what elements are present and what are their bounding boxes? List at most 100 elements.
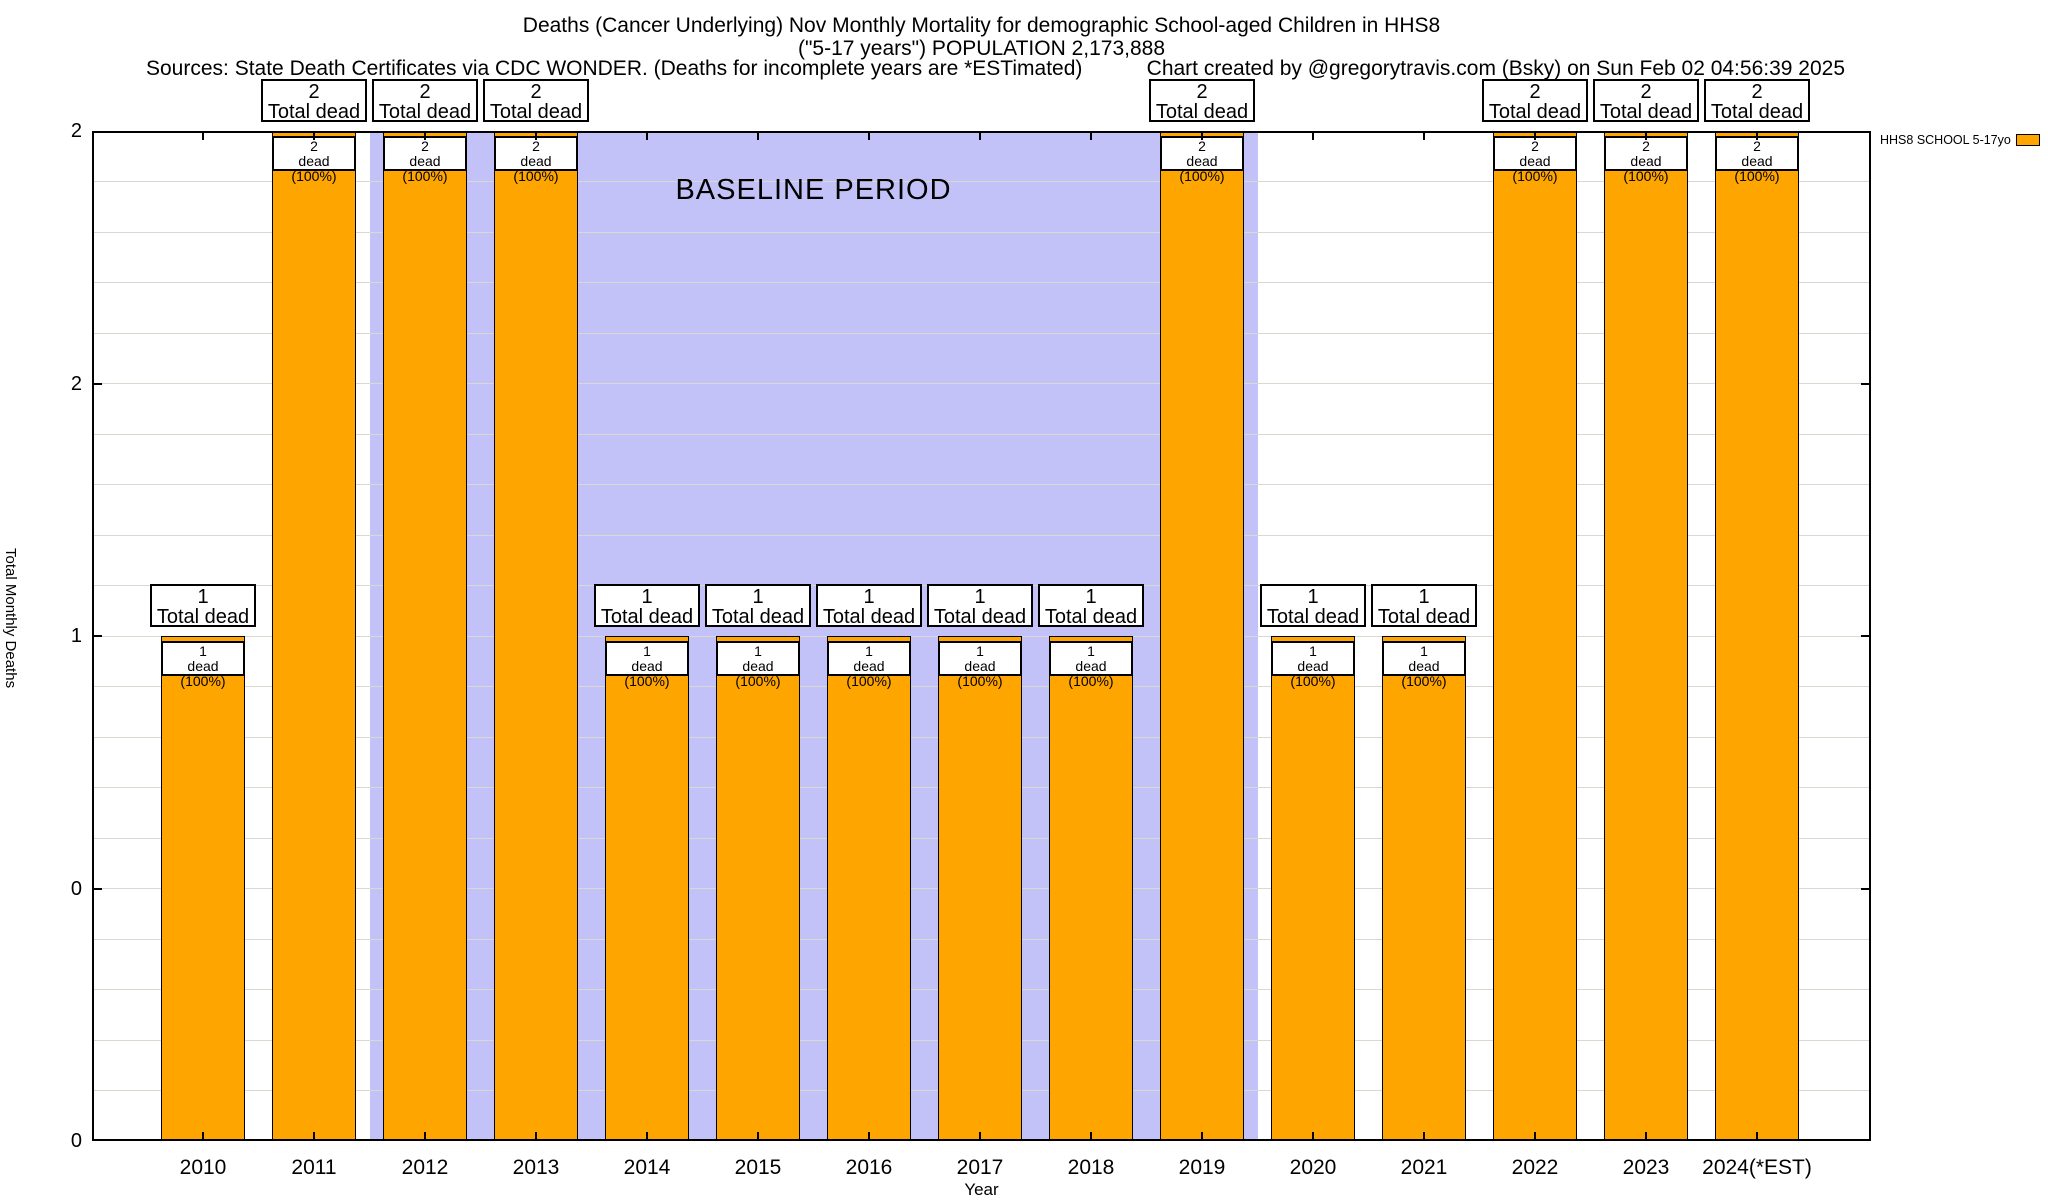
bar-pct-label: 2 dead (100%) — [272, 136, 356, 184]
y-major-tick — [92, 635, 102, 637]
x-tick-label: 2016 — [845, 1156, 893, 1179]
x-tick — [202, 131, 204, 140]
bar-pct-label: 1 dead (100%) — [605, 641, 689, 689]
bar-total-label: 1 Total dead — [1260, 584, 1366, 627]
x-tick-label: 2020 — [1289, 1156, 1337, 1179]
x-tick-label: 2014 — [623, 1156, 671, 1179]
x-tick-label: 2018 — [1067, 1156, 1115, 1179]
sources-note: Sources: State Death Certificates via CD… — [146, 57, 1083, 80]
bar-pct-label: 1 dead (100%) — [827, 641, 911, 689]
legend-color-swatch-icon — [2015, 134, 2040, 146]
chart-title: Deaths (Cancer Underlying) Nov Monthly M… — [522, 14, 1441, 37]
y-tick-label: 0 — [70, 1130, 82, 1152]
x-tick-label: 2011 — [291, 1156, 337, 1179]
x-tick — [1423, 131, 1425, 140]
bar-total-label: 2 Total dead — [1482, 79, 1588, 122]
x-tick-label: 2023 — [1622, 1156, 1670, 1179]
bar-total-label: 1 Total dead — [927, 584, 1033, 627]
x-tick-label: 2017 — [956, 1156, 1004, 1179]
x-tick-label: 2021 — [1400, 1156, 1448, 1179]
x-tick — [868, 1132, 870, 1141]
bar-total-label: 2 Total dead — [483, 79, 589, 122]
x-tick — [1756, 131, 1758, 140]
gridline — [93, 534, 1870, 536]
bar-pct-label: 1 dead (100%) — [1382, 641, 1466, 689]
bar-pct-label: 2 dead (100%) — [383, 136, 467, 184]
x-tick — [646, 1132, 648, 1141]
bar — [1271, 636, 1355, 1141]
y-tick-label: 2 — [70, 372, 82, 395]
bar — [716, 636, 800, 1141]
y-major-tick — [1861, 382, 1871, 385]
y-tick-label: 0 — [70, 877, 82, 900]
y-major-tick — [1861, 887, 1871, 890]
x-tick — [1201, 1132, 1203, 1141]
bar — [1715, 131, 1799, 1141]
x-tick — [1312, 131, 1314, 140]
bar-pct-label: 1 dead (100%) — [1049, 641, 1133, 689]
x-tick — [979, 1132, 981, 1141]
bar — [605, 636, 689, 1141]
y-tick-label: 1 — [70, 625, 82, 647]
bar-pct-label: 1 dead (100%) — [161, 641, 245, 689]
gridline — [93, 484, 1870, 485]
gridline — [93, 181, 1870, 182]
x-tick — [1534, 131, 1536, 140]
legend-series-label: HHS8 SCHOOL 5-17yo — [1880, 133, 2011, 147]
x-tick-label: 2022 — [1511, 1156, 1559, 1179]
bar — [938, 636, 1022, 1141]
bar — [383, 131, 467, 1141]
chart-subtitle: ("5-17 years") POPULATION 2,173,888 — [797, 37, 1165, 60]
y-major-tick — [1861, 635, 1871, 637]
x-tick — [1312, 1132, 1314, 1141]
gridline — [93, 383, 1870, 384]
x-tick-label: 2015 — [734, 1156, 782, 1179]
x-axis-title: Year — [964, 1180, 999, 1199]
bar — [1604, 131, 1688, 1141]
bar-total-label: 1 Total dead — [1371, 584, 1477, 627]
x-tick — [535, 131, 537, 140]
x-tick — [535, 1132, 537, 1141]
y-major-tick — [92, 887, 102, 890]
bar-total-label: 1 Total dead — [594, 584, 700, 627]
bar-total-label: 1 Total dead — [816, 584, 922, 627]
x-tick — [979, 131, 981, 140]
x-tick-label: 2013 — [512, 1156, 560, 1179]
bar-pct-label: 2 dead (100%) — [1715, 136, 1799, 184]
gridline — [93, 231, 1870, 233]
bar-total-label: 2 Total dead — [1704, 79, 1810, 122]
x-tick-label: 2019 — [1178, 1156, 1226, 1179]
bar-pct-label: 1 dead (100%) — [716, 641, 800, 689]
x-tick-label: 2024(*EST) — [1702, 1156, 1812, 1179]
bar — [827, 636, 911, 1141]
y-major-tick — [92, 382, 102, 385]
bar-pct-label: 2 dead (100%) — [1604, 136, 1688, 184]
x-tick — [1756, 1132, 1758, 1141]
gridline — [93, 282, 1870, 283]
x-tick — [757, 131, 759, 140]
bar-total-label: 2 Total dead — [372, 79, 478, 122]
x-tick — [646, 131, 648, 140]
y-tick-label: 2 — [70, 120, 82, 142]
bar — [272, 131, 356, 1141]
bar — [494, 131, 578, 1141]
baseline-period-label: BASELINE PERIOD — [675, 174, 952, 206]
bar-total-label: 2 Total dead — [1149, 79, 1255, 122]
x-tick — [1201, 131, 1203, 140]
y-axis-title: Total Monthly Deaths — [2, 548, 19, 689]
bar-pct-label: 1 dead (100%) — [938, 641, 1022, 689]
credit-note: Chart created by @gregorytravis.com (Bsk… — [1146, 57, 1845, 80]
gridline — [93, 433, 1870, 435]
x-tick — [202, 1132, 204, 1141]
x-tick — [424, 1132, 426, 1141]
x-tick — [757, 1132, 759, 1141]
x-tick — [1645, 1132, 1647, 1141]
bar — [161, 636, 245, 1141]
bar — [1160, 131, 1244, 1141]
bar-pct-label: 1 dead (100%) — [1271, 641, 1355, 689]
x-tick — [1534, 1132, 1536, 1141]
x-tick — [1423, 1132, 1425, 1141]
bar-total-label: 1 Total dead — [150, 584, 256, 627]
bar-total-label: 2 Total dead — [261, 79, 367, 122]
